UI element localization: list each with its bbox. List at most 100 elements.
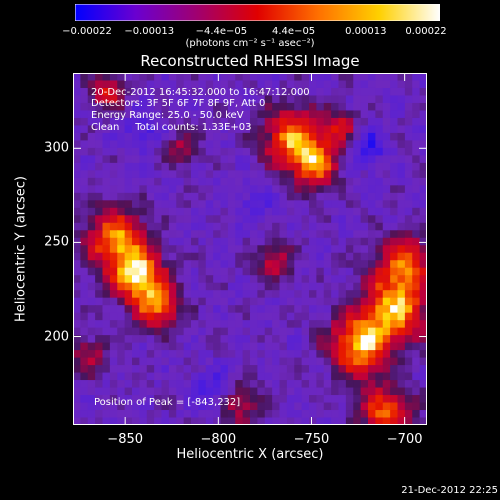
heatmap-cell bbox=[279, 237, 288, 246]
heatmap-cell bbox=[154, 357, 163, 366]
heatmap-cell bbox=[191, 200, 199, 209]
heatmap-cell bbox=[257, 327, 266, 336]
heatmap-cell bbox=[331, 177, 340, 186]
heatmap-cell bbox=[331, 170, 340, 179]
heatmap-cell bbox=[294, 365, 303, 374]
heatmap-cell bbox=[404, 387, 413, 396]
heatmap-cell bbox=[323, 140, 332, 149]
heatmap-cell bbox=[250, 200, 258, 209]
heatmap-cell bbox=[80, 177, 89, 186]
heatmap-cell bbox=[264, 410, 273, 419]
heatmap-cell bbox=[264, 200, 273, 209]
heatmap-cell bbox=[345, 380, 354, 389]
heatmap-cell bbox=[95, 87, 104, 97]
heatmap-cell bbox=[87, 125, 96, 134]
heatmap-cell bbox=[272, 200, 281, 209]
heatmap-cell bbox=[390, 230, 399, 239]
heatmap-cell bbox=[419, 282, 427, 291]
heatmap-cell bbox=[87, 297, 96, 306]
heatmap-cell bbox=[161, 410, 170, 419]
heatmap-cell bbox=[331, 342, 340, 351]
heatmap-cell bbox=[205, 245, 214, 254]
heatmap-cell bbox=[235, 245, 244, 254]
heatmap-cell bbox=[331, 380, 340, 389]
heatmap-cell bbox=[316, 110, 325, 119]
heatmap-cell bbox=[213, 342, 222, 351]
heatmap-cell bbox=[109, 95, 118, 104]
heatmap-cell bbox=[154, 395, 163, 404]
heatmap-cell bbox=[227, 147, 236, 156]
heatmap-cell bbox=[397, 110, 406, 119]
heatmap-cell bbox=[331, 335, 340, 344]
heatmap-cell bbox=[80, 305, 89, 314]
heatmap-cell bbox=[375, 215, 384, 224]
heatmap-cell bbox=[95, 297, 104, 306]
heatmap-cell bbox=[146, 402, 155, 411]
heatmap-cell bbox=[316, 73, 325, 82]
heatmap-cell bbox=[375, 260, 384, 269]
heatmap-cell bbox=[294, 155, 303, 164]
heatmap-cell bbox=[102, 162, 111, 171]
heatmap-cell bbox=[191, 170, 199, 179]
heatmap-cell bbox=[161, 110, 170, 119]
heatmap-cell bbox=[213, 73, 222, 82]
heatmap-cell bbox=[73, 170, 81, 179]
heatmap-cell bbox=[95, 200, 104, 209]
heatmap-cell bbox=[390, 192, 399, 201]
heatmap-cell bbox=[161, 252, 170, 261]
heatmap-cell bbox=[80, 140, 89, 149]
heatmap-cell bbox=[191, 252, 199, 261]
heatmap-cell bbox=[117, 335, 126, 344]
heatmap-cell bbox=[154, 200, 163, 209]
heatmap-cell bbox=[161, 95, 170, 104]
heatmap-cell bbox=[198, 80, 207, 89]
heatmap-cell bbox=[345, 357, 354, 366]
heatmap-cell bbox=[286, 110, 295, 119]
heatmap-cell bbox=[316, 282, 325, 291]
heatmap-cell bbox=[412, 80, 421, 89]
heatmap-cell bbox=[154, 102, 163, 112]
heatmap-cell bbox=[345, 222, 354, 231]
heatmap-cell bbox=[397, 320, 406, 329]
heatmap-cell bbox=[382, 290, 391, 299]
heatmap-cell bbox=[87, 80, 96, 89]
heatmap-cell bbox=[87, 237, 96, 246]
heatmap-cell bbox=[279, 73, 288, 82]
heatmap-cell bbox=[375, 335, 384, 344]
heatmap-cell bbox=[176, 245, 185, 254]
heatmap-cell bbox=[375, 207, 384, 216]
heatmap-cell bbox=[360, 222, 369, 231]
heatmap-cell bbox=[390, 342, 399, 351]
heatmap-cell bbox=[117, 372, 126, 381]
heatmap-cell bbox=[80, 147, 89, 156]
heatmap-cell bbox=[220, 417, 229, 425]
heatmap-cell bbox=[368, 335, 376, 344]
heatmap-cell bbox=[375, 110, 384, 119]
heatmap-cell bbox=[220, 87, 229, 97]
heatmap-cell bbox=[80, 222, 89, 231]
heatmap-cell bbox=[168, 290, 177, 299]
heatmap-cell bbox=[95, 73, 104, 82]
heatmap-cell bbox=[73, 320, 81, 329]
heatmap-cell bbox=[146, 110, 155, 119]
heatmap-cell bbox=[191, 410, 199, 419]
heatmap-cell bbox=[323, 102, 332, 112]
heatmap-cell bbox=[73, 387, 81, 396]
heatmap-cell bbox=[205, 372, 214, 381]
heatmap-cell bbox=[124, 185, 133, 194]
heatmap-cell bbox=[235, 275, 244, 284]
heatmap-cell bbox=[257, 395, 266, 404]
heatmap-cell bbox=[397, 185, 406, 194]
heatmap-cell bbox=[419, 117, 427, 127]
heatmap-cell bbox=[242, 185, 251, 194]
heatmap-cell bbox=[353, 200, 362, 209]
heatmap-cell bbox=[250, 290, 258, 299]
heatmap-cell bbox=[146, 73, 155, 82]
heatmap-cell bbox=[368, 290, 376, 299]
heatmap-cell bbox=[220, 215, 229, 224]
heatmap-cell bbox=[309, 260, 317, 269]
heatmap-cell bbox=[87, 215, 96, 224]
heatmap-cell bbox=[360, 282, 369, 291]
heatmap-cell bbox=[353, 320, 362, 329]
heatmap-cell bbox=[109, 102, 118, 112]
